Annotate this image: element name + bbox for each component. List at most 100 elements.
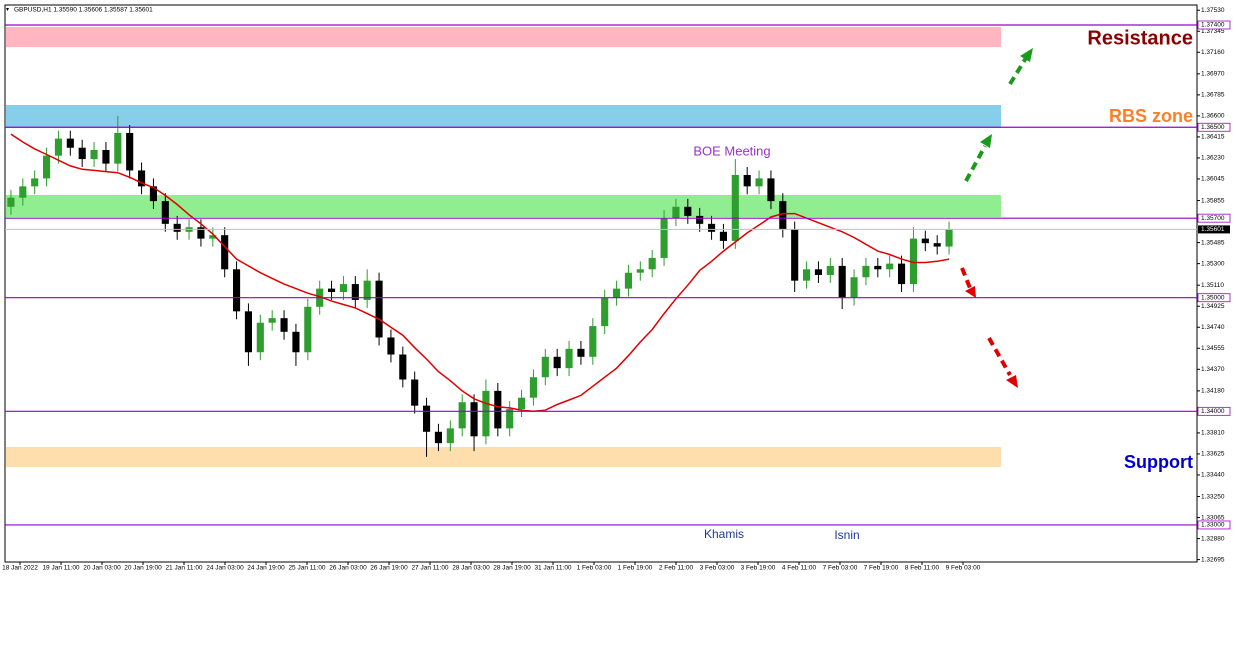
arrows <box>960 48 1033 388</box>
x-tick-label: 20 Jan 19:00 <box>124 565 162 572</box>
candle-body <box>161 201 169 224</box>
x-tick-label: 7 Feb 19:00 <box>864 565 899 572</box>
candle-body <box>363 280 371 300</box>
y-tick-label: 1.34740 <box>1201 324 1225 331</box>
candle-body <box>256 322 264 353</box>
x-tick-label: 20 Jan 03:00 <box>83 565 121 572</box>
candle-body <box>838 265 846 298</box>
price-label: 1.35601 <box>1201 226 1225 233</box>
candle-body <box>648 257 656 270</box>
level-label: 1.35700 <box>1201 215 1225 222</box>
y-tick-label: 1.33810 <box>1201 430 1225 437</box>
candle-body <box>149 186 157 202</box>
candle-body <box>54 138 62 156</box>
zones <box>6 27 1001 468</box>
candle-body <box>292 331 300 353</box>
candle-body <box>755 178 763 187</box>
candle-body <box>708 223 716 232</box>
x-tick-label: 25 Jan 11:00 <box>288 565 325 572</box>
x-tick-label: 28 Jan 03:00 <box>452 565 490 572</box>
candle-body <box>803 269 811 281</box>
candle-body <box>375 280 383 338</box>
x-tick-label: 28 Jan 19:00 <box>493 565 531 572</box>
moving-average <box>10 133 950 413</box>
price-tag <box>1198 225 1230 234</box>
y-tick-label: 1.33065 <box>1201 514 1225 521</box>
x-tick-label: 18 Jan 2022 <box>2 565 38 572</box>
candle-body <box>233 269 241 312</box>
candle-body <box>221 235 229 270</box>
y-tick-label: 1.36230 <box>1201 155 1225 162</box>
candle-body <box>339 284 347 293</box>
y-tick-label: 1.32695 <box>1201 556 1225 563</box>
candle-body <box>636 269 644 273</box>
candle-body <box>66 138 74 148</box>
candle-body <box>933 243 941 247</box>
candle-body <box>850 277 858 298</box>
candle-body <box>779 201 787 230</box>
candle-body <box>814 269 822 275</box>
candle-body <box>138 170 146 187</box>
candle-body <box>90 149 98 160</box>
candle-body <box>601 297 609 327</box>
x-tick-label: 2 Feb 11:00 <box>659 565 694 572</box>
y-tick-label: 1.36600 <box>1201 113 1225 120</box>
x-tick-label: 7 Feb 03:00 <box>823 565 858 572</box>
candle-body <box>719 231 727 241</box>
y-tick-label: 1.35485 <box>1201 239 1225 246</box>
y-tick-label: 1.37345 <box>1201 28 1225 35</box>
x-tick-label: 9 Feb 03:00 <box>946 565 981 572</box>
x-tick-label: 26 Jan 19:00 <box>370 565 408 572</box>
overlay: 1.35601 1.37400 1.36500 1.35700 1.35000 1.340… <box>5 20 1231 530</box>
x-tick-label: 24 Jan 03:00 <box>206 565 244 572</box>
candle-body <box>268 318 276 323</box>
level-label: 1.37400 <box>1201 22 1225 29</box>
level-tag <box>1197 213 1231 223</box>
x-tick-label: 19 Jan 11:00 <box>42 565 79 572</box>
x-tick-label: 31 Jan 11:00 <box>534 565 571 572</box>
y-tick-label: 1.32880 <box>1201 535 1225 542</box>
candle-body <box>541 356 549 378</box>
candle-body <box>826 265 834 275</box>
zone <box>6 447 1001 468</box>
y-tick-label: 1.37530 <box>1201 7 1225 14</box>
candle-body <box>399 354 407 380</box>
header-icon <box>6 8 9 11</box>
candle-body <box>577 348 585 357</box>
x-tick-label: 4 Feb 11:00 <box>782 565 817 572</box>
level-tag <box>1197 122 1231 132</box>
x-tick-label: 1 Feb 19:00 <box>618 565 653 572</box>
candle-body <box>78 147 86 160</box>
y-tick-label: 1.37160 <box>1201 49 1225 56</box>
x-tick-label: 26 Jan 03:00 <box>329 565 367 572</box>
candle-body <box>898 263 906 285</box>
level-tag <box>1197 293 1231 303</box>
candle-body <box>613 288 621 298</box>
candle-body <box>351 284 359 300</box>
level-label: 1.33000 <box>1201 522 1225 529</box>
candle-body <box>660 218 668 258</box>
x-tick-label: 8 Feb 11:00 <box>905 565 940 572</box>
x-tick-label: 24 Jan 19:00 <box>247 565 285 572</box>
level-label: 1.36500 <box>1201 124 1225 131</box>
zone <box>6 104 1001 129</box>
candle-body <box>482 390 490 437</box>
annotation: BOE Meeting <box>693 143 770 158</box>
candle-body <box>197 227 205 239</box>
candle-body <box>565 348 573 369</box>
candle-body <box>743 174 751 187</box>
candle-body <box>387 337 395 355</box>
candle-body <box>696 215 704 224</box>
candle-body <box>470 402 478 437</box>
annotation: Isnin <box>834 528 859 542</box>
y-tick-label: 1.36970 <box>1201 71 1225 78</box>
candle-body <box>553 356 561 369</box>
candle-body <box>43 155 51 179</box>
candle-body <box>458 402 466 429</box>
candle-body <box>767 178 775 202</box>
level-tag <box>1197 406 1231 416</box>
y-tick-label: 1.35300 <box>1201 260 1225 267</box>
axes: 1.37530 1.37345 1.37160 1.36970 1.36785 1.366… <box>2 7 1225 572</box>
candle-body <box>434 431 442 444</box>
